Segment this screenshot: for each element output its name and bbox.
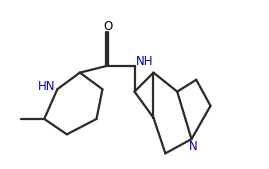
Text: HN: HN [38, 80, 55, 93]
Text: O: O [104, 20, 113, 33]
Text: NH: NH [136, 55, 153, 68]
Text: N: N [189, 140, 198, 153]
